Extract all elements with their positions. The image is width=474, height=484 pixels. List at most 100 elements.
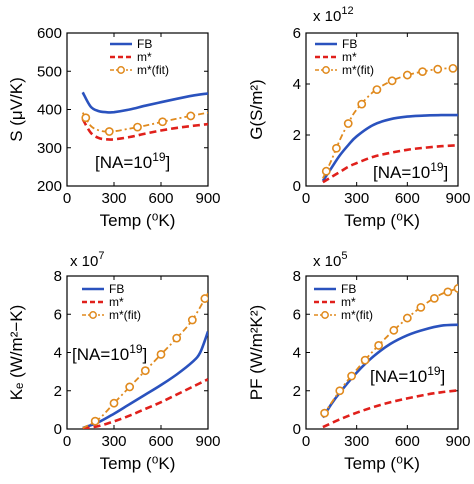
- series-marker: [374, 341, 384, 350]
- series-marker: [357, 99, 367, 109]
- series-line-m: [322, 389, 458, 429]
- x-tick-label: 300: [344, 190, 369, 207]
- panel-top-left: 0 300 600 900 200 300 400 500 600 Temp (⁰K) S (μV/…: [7, 25, 221, 230]
- legend-marker: [89, 311, 97, 319]
- legend-label: FB: [137, 37, 152, 51]
- y-tick-label: 4: [293, 76, 301, 93]
- doping-annotation: [NA=1019]: [72, 342, 147, 364]
- x-tick-label: 300: [344, 433, 369, 450]
- series-marker: [433, 64, 443, 74]
- plot-frame: [305, 32, 459, 187]
- x-tick-label: 600: [395, 433, 420, 450]
- series-line-m: [82, 378, 208, 429]
- series-marker: [402, 313, 412, 323]
- series-marker: [389, 325, 399, 335]
- legend-label: m*(fit): [342, 63, 374, 77]
- x-tick-label: 300: [101, 433, 126, 450]
- doping-annotation: [NA=1019]: [373, 160, 448, 182]
- y-tick-label: 500: [37, 63, 62, 80]
- legend-label: m*(fit): [137, 63, 169, 77]
- panel-bottom-right: 0 300 600 900 0 2 4 6 8 Temp (⁰K) PF (W/m²K²) x 105…: [247, 250, 471, 473]
- x-tick-label: 900: [445, 433, 470, 450]
- series-group: [82, 292, 208, 429]
- series-marker: [360, 355, 370, 365]
- series-marker: [331, 143, 341, 153]
- x-tick-label: 300: [101, 190, 126, 207]
- series-line-fb: [321, 113, 458, 182]
- series-line-mfit: [81, 111, 208, 133]
- series-marker: [387, 76, 397, 86]
- series-marker: [448, 63, 458, 73]
- x-axis-label: Temp (⁰K): [100, 211, 176, 230]
- axis-multiplier: x 105: [313, 250, 347, 270]
- x-tick-label: 0: [63, 433, 71, 450]
- series-line-m: [322, 143, 458, 184]
- legend: FBm*m*(fit): [314, 282, 373, 322]
- legend-label: m*: [109, 295, 124, 309]
- series-line-mfit: [322, 287, 458, 417]
- y-tick-label: 4: [54, 345, 62, 362]
- legend-label: m*: [341, 295, 356, 309]
- series-marker: [109, 398, 119, 408]
- y-axis-label: G(S/m²): [247, 79, 266, 139]
- y-tick-label: 8: [293, 268, 301, 285]
- series-marker: [429, 293, 439, 303]
- x-tick-label: 0: [63, 190, 71, 207]
- series-line-fb: [321, 323, 458, 419]
- series-marker: [453, 284, 458, 293]
- y-axis-label: PF (W/m²K²): [247, 305, 266, 400]
- series-marker: [372, 85, 382, 95]
- legend-label: FB: [109, 282, 124, 296]
- legend-label: m*: [342, 50, 357, 64]
- series-marker: [156, 350, 166, 359]
- legend-marker: [321, 311, 329, 319]
- y-tick-label: 600: [37, 25, 62, 42]
- series-marker: [416, 302, 426, 312]
- x-tick-label: 600: [395, 190, 420, 207]
- x-tick-label: 0: [302, 433, 310, 450]
- y-tick-label: 2: [293, 127, 301, 144]
- series-marker: [90, 416, 100, 426]
- x-tick-label: 600: [148, 433, 173, 450]
- series-marker: [320, 408, 329, 418]
- series-marker: [443, 287, 453, 297]
- y-tick-label: 6: [293, 306, 301, 323]
- series-marker: [140, 366, 150, 376]
- series-marker: [104, 127, 114, 136]
- y-tick-label: 200: [37, 178, 62, 195]
- x-tick-label: 0: [302, 190, 310, 207]
- series-marker: [81, 113, 91, 123]
- legend-label: FB: [341, 282, 356, 296]
- legend-label: m*(fit): [109, 308, 141, 322]
- y-tick-label: 0: [293, 421, 301, 438]
- y-tick-label: 300: [37, 140, 62, 157]
- series-group: [321, 63, 458, 184]
- series-line-fb: [81, 91, 208, 114]
- series-marker: [321, 166, 331, 176]
- series-group: [81, 91, 208, 141]
- legend-marker: [322, 66, 330, 74]
- y-axis-label: S (μV/K): [7, 77, 26, 142]
- axis-multiplier-exponent: 5: [341, 250, 347, 262]
- y-tick-label: 0: [54, 421, 62, 438]
- series-marker: [172, 333, 182, 343]
- legend: FBm*m*(fit): [110, 37, 169, 77]
- doping-annotation: [NA=1019]: [370, 364, 445, 386]
- x-axis-label: Temp (⁰K): [344, 454, 420, 473]
- y-tick-label: 8: [54, 268, 62, 285]
- series-marker: [125, 382, 135, 392]
- panel-bottom-left: 0 300 600 900 0 2 4 6 8 Temp (⁰K) Kₑ (W/m²−K) x 107…: [7, 250, 221, 473]
- y-tick-label: 0: [293, 178, 301, 195]
- x-tick-label: 900: [445, 190, 470, 207]
- series-marker: [133, 122, 142, 132]
- x-tick-label: 900: [195, 433, 220, 450]
- legend: FBm*m*(fit): [82, 282, 141, 322]
- legend-label: m*(fit): [341, 308, 373, 322]
- y-tick-label: 2: [54, 383, 62, 400]
- axis-multiplier: x 1012: [313, 5, 354, 25]
- series-group: [320, 284, 458, 429]
- axis-multiplier-exponent: 12: [341, 5, 353, 17]
- y-tick-label: 2: [293, 383, 301, 400]
